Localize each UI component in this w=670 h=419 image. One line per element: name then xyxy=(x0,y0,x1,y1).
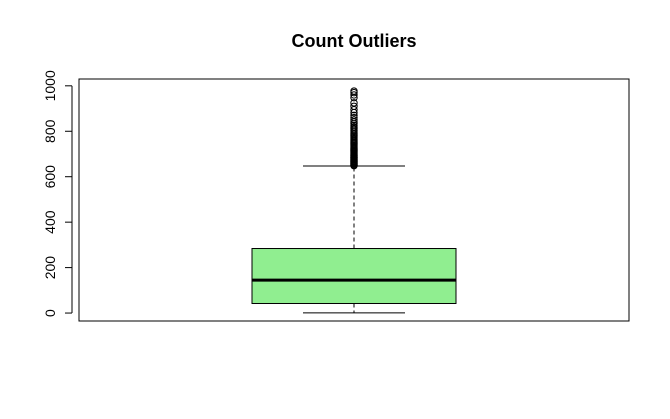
y-tick-label: 200 xyxy=(42,256,58,280)
y-tick-label: 800 xyxy=(42,119,58,143)
box-group xyxy=(251,165,457,314)
y-tick-label: 600 xyxy=(42,165,58,189)
outlier-point xyxy=(350,111,358,120)
y-axis: 0 200 400 600 800 1000 xyxy=(42,70,73,317)
outlier-point xyxy=(350,99,358,107)
iqr-box xyxy=(251,248,457,305)
y-tick-label: 1000 xyxy=(42,70,58,101)
outlier-point xyxy=(350,102,358,110)
chart-title: Count Outliers xyxy=(292,31,417,51)
outlier-point xyxy=(350,116,358,124)
y-tick-label: 400 xyxy=(42,210,58,234)
outlier-point xyxy=(350,113,358,122)
plot-frame xyxy=(78,78,630,322)
outlier-point xyxy=(350,91,358,99)
outlier-point xyxy=(350,87,358,95)
y-tick-label: 0 xyxy=(42,309,58,317)
outliers-group xyxy=(350,87,358,170)
